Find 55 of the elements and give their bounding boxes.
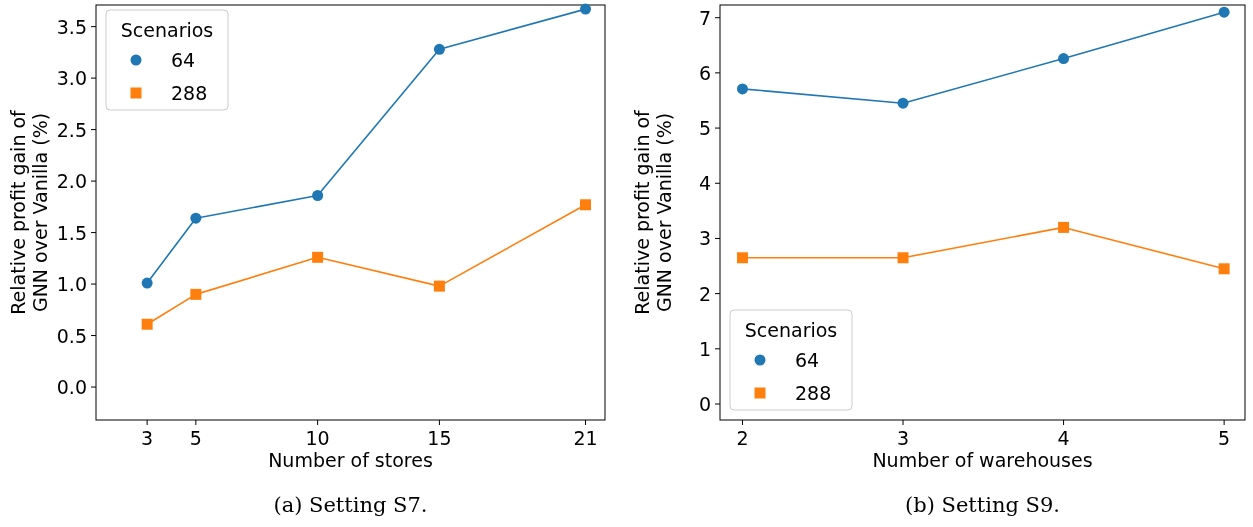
x-tick-label: 5 xyxy=(1218,427,1231,449)
x-tick-label: 21 xyxy=(573,427,598,449)
y-tick-label: 2.0 xyxy=(56,170,87,193)
point xyxy=(580,199,592,211)
legend-label: 64 xyxy=(171,49,196,71)
text: (b) Setting S9. xyxy=(905,493,1060,517)
point xyxy=(433,43,445,55)
y-axis-title: Relative profit gain of GNN over Vanilla (%) xyxy=(7,108,51,315)
point xyxy=(1218,263,1230,275)
text: (a) Setting S7. xyxy=(273,493,428,517)
y-tick-label: 1.5 xyxy=(56,221,87,244)
y-tick-label: 2.5 xyxy=(56,118,87,141)
x-axis-title: Number of warehouses xyxy=(872,449,1093,471)
x-tick-label: 3 xyxy=(141,427,154,449)
y-tick-label: 0.5 xyxy=(56,324,87,347)
y-tick-label: 2 xyxy=(698,282,711,305)
y-tick-label: 1 xyxy=(698,337,711,360)
x-tick-label: 10 xyxy=(305,427,330,449)
y-tick-label: 4 xyxy=(698,172,711,195)
y-tick-label: 0 xyxy=(698,393,711,415)
y-tick-label: 0.0 xyxy=(56,376,87,399)
y-tick-label: 7 xyxy=(698,6,711,29)
point xyxy=(190,288,202,300)
point xyxy=(736,252,748,264)
point xyxy=(433,280,445,292)
point xyxy=(736,83,748,95)
x-tick-label: 3 xyxy=(896,427,910,449)
y-tick-label: 1.0 xyxy=(56,273,87,296)
legend-title: Scenarios xyxy=(744,319,838,341)
x-tick-label: 15 xyxy=(427,427,452,449)
y-tick-label: 3 xyxy=(698,227,711,250)
point xyxy=(897,252,909,264)
point xyxy=(190,212,202,224)
legend-label: 288 xyxy=(795,382,832,404)
legend-label: 64 xyxy=(795,349,820,371)
x-tick-label: 5 xyxy=(189,427,202,449)
y-tick-label: 3.5 xyxy=(56,15,87,38)
y-tick-label: 3.0 xyxy=(56,67,87,90)
x-axis-title: Number of stores xyxy=(268,449,433,471)
y-axis-title: Relative profit gain of GNN over Vanilla (%) xyxy=(631,108,675,315)
x-tick-label: 2 xyxy=(736,427,749,449)
point xyxy=(312,251,324,263)
point xyxy=(141,318,153,330)
legend-title: Scenarios xyxy=(120,19,214,41)
point xyxy=(1058,221,1070,233)
y-tick-label: 6 xyxy=(698,61,711,84)
point xyxy=(141,277,153,289)
point xyxy=(1058,53,1070,65)
point xyxy=(1218,6,1230,18)
x-tick-label: 4 xyxy=(1057,427,1070,449)
legend-label: 288 xyxy=(171,82,208,104)
point xyxy=(312,190,324,202)
y-tick-label: 5 xyxy=(698,117,711,140)
point xyxy=(580,3,592,15)
point xyxy=(897,97,909,109)
